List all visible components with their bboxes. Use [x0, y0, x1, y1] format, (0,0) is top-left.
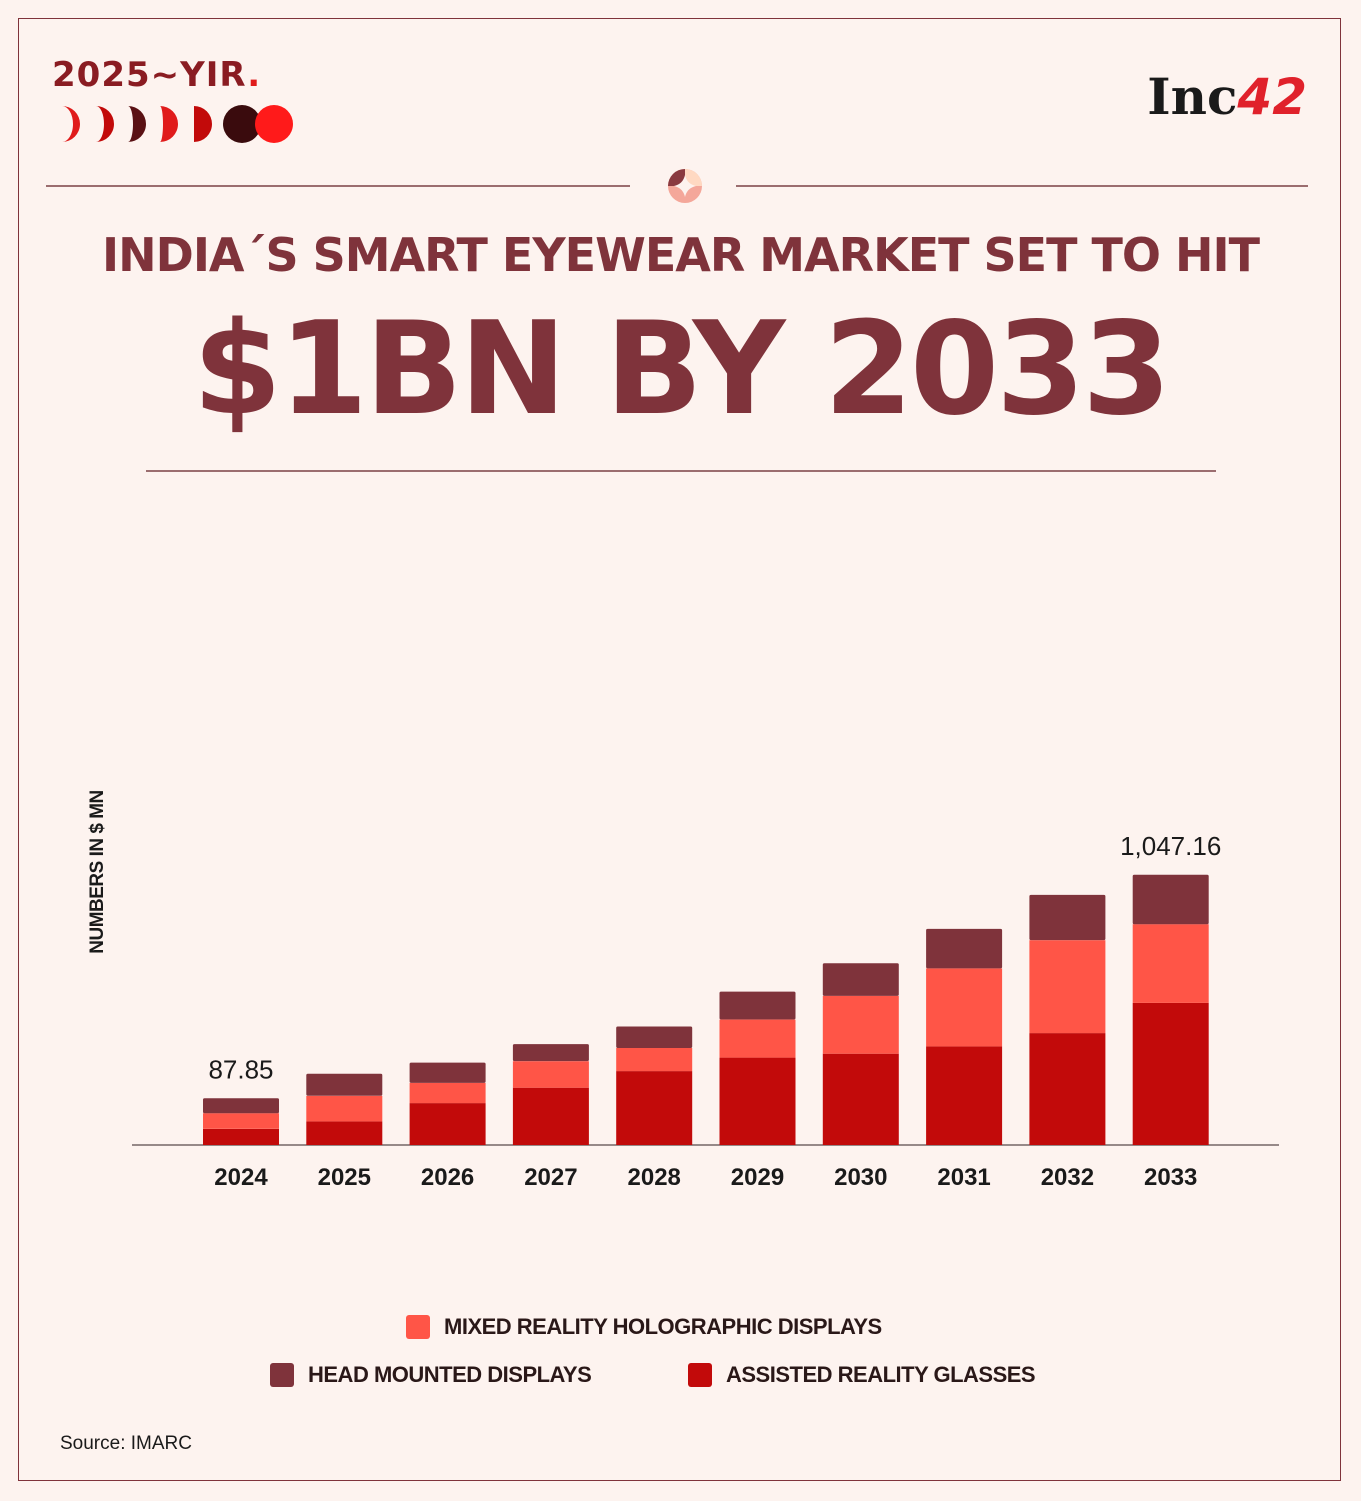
title-line-2: $1BN BY 2033	[192, 295, 1171, 444]
x-tick-label: 2030	[834, 1164, 887, 1191]
page-frame	[18, 18, 1341, 1481]
bar-assisted-2027	[512, 1087, 589, 1145]
bar-assisted-2028	[616, 1071, 693, 1145]
bar-mixed-2024	[203, 1113, 279, 1129]
brand-num: 42	[1237, 68, 1307, 126]
legend-label-mixed: MIXED REALITY HOLOGRAPHIC DISPLAYS	[444, 1314, 882, 1339]
y-axis-label: NUMBERS IN $ MN	[87, 790, 108, 954]
bar-assisted-2030	[822, 1053, 899, 1145]
bar-head-2029	[719, 991, 796, 1020]
moon-phases-icon	[62, 105, 293, 143]
bar-assisted-2032	[1029, 1033, 1106, 1145]
title-underline	[146, 470, 1216, 472]
bar-head-2025	[306, 1073, 383, 1096]
bar-head-2032	[1029, 894, 1106, 941]
bar-head-2033	[1132, 874, 1209, 925]
bar-mixed-2033	[1132, 924, 1209, 1003]
data-label-total-2033: 1,047.16	[1120, 831, 1221, 861]
yir-badge-text: 2025~YIR	[52, 55, 248, 95]
bar-mixed-2027	[512, 1061, 589, 1088]
x-tick-label: 2031	[937, 1164, 990, 1191]
bar-head-2027	[512, 1044, 589, 1062]
bar-mixed-2032	[1029, 940, 1106, 1034]
stacked-bar-chart: NUMBERS IN $ MN 2024 87.85 2025 2026 2027 2028…	[87, 790, 1279, 1191]
bar-assisted-2026	[409, 1103, 486, 1145]
legend-swatch-mixed	[406, 1315, 430, 1339]
bar-assisted-2025	[306, 1121, 383, 1145]
legend-item-assisted: ASSISTED REALITY GLASSES	[688, 1362, 1036, 1388]
legend-item-mixed: MIXED REALITY HOLOGRAPHIC DISPLAYS	[406, 1314, 882, 1340]
title-line-1: INDIA´S SMART EYEWEAR MARKET SET TO HIT	[102, 228, 1260, 282]
x-tick-label: 2028	[628, 1164, 681, 1191]
inc42-logo: Inc42	[1147, 72, 1307, 123]
yir-badge-dot: .	[247, 55, 262, 95]
x-tick-label: 2027	[524, 1164, 577, 1191]
bar-head-2030	[822, 963, 899, 996]
brand-text: Inc	[1147, 67, 1238, 126]
bar-head-2031	[926, 928, 1003, 969]
bar-assisted-2033	[1132, 1002, 1209, 1145]
x-tick-label: 2033	[1144, 1164, 1197, 1191]
bar-mixed-2028	[616, 1048, 693, 1072]
x-tick-label: 2029	[731, 1164, 784, 1191]
x-tick-label: 2025	[318, 1164, 371, 1191]
legend-swatch-head	[270, 1363, 294, 1387]
x-tick-label: 2024	[214, 1164, 268, 1191]
bar-assisted-2024	[203, 1128, 279, 1145]
bar-mixed-2025	[306, 1095, 383, 1122]
legend-label-assisted: ASSISTED REALITY GLASSES	[726, 1362, 1036, 1387]
bar-mixed-2030	[822, 995, 899, 1054]
data-label-total-2024: 87.85	[208, 1054, 273, 1084]
divider-right	[736, 185, 1308, 187]
yir-badge: 2025~YIR.	[52, 58, 261, 92]
legend-item-head: HEAD MOUNTED DISPLAYS	[270, 1362, 592, 1388]
sparkle-icon	[668, 169, 702, 203]
bar-head-2028	[616, 1026, 693, 1048]
bar-assisted-2029	[719, 1057, 796, 1145]
legend-label-head: HEAD MOUNTED DISPLAYS	[308, 1362, 592, 1387]
bar-assisted-2031	[926, 1046, 1003, 1145]
legend-swatch-assisted	[688, 1363, 712, 1387]
bar-mixed-2029	[719, 1019, 796, 1058]
bar-head-2024	[203, 1098, 279, 1114]
bar-head-2026	[409, 1062, 486, 1083]
source-note: Source: IMARC	[60, 1433, 192, 1454]
x-tick-label: 2026	[421, 1164, 474, 1191]
bar-mixed-2026	[409, 1082, 486, 1104]
bar-mixed-2031	[926, 968, 1003, 1047]
divider-left	[46, 185, 630, 187]
x-tick-label: 2032	[1041, 1164, 1094, 1191]
